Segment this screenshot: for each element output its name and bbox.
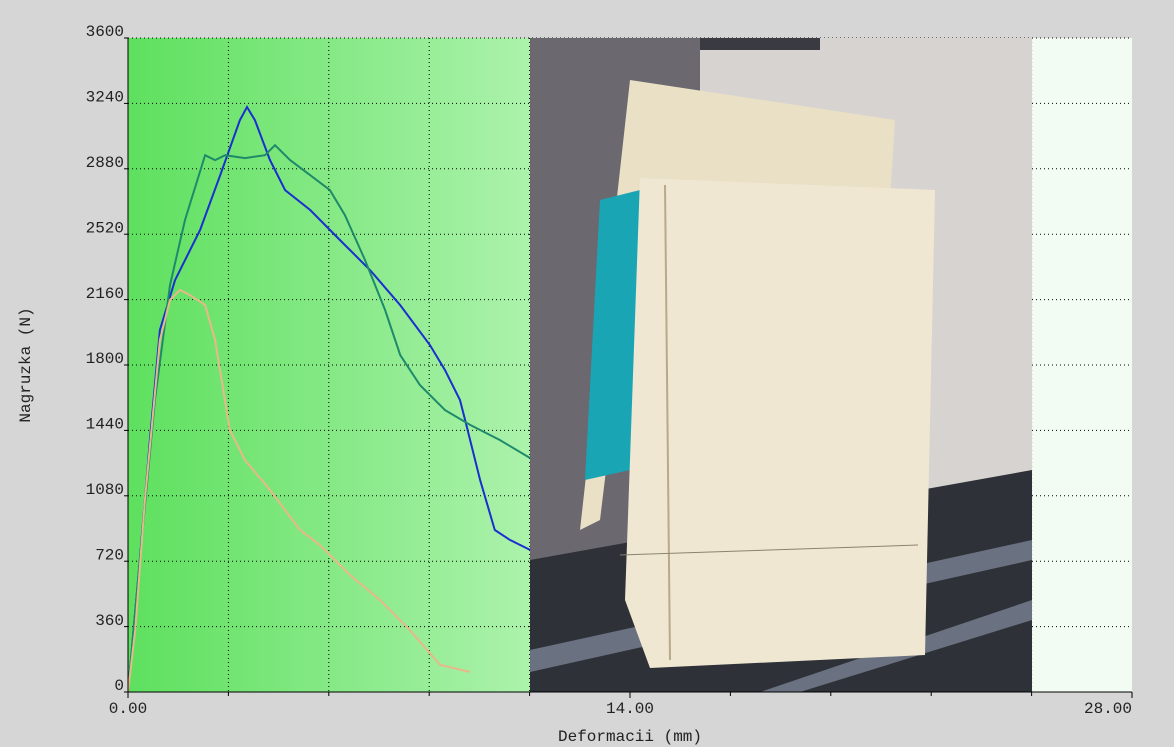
y-tick-label: 2880 <box>86 154 124 172</box>
x-tick-label: 14.00 <box>606 700 654 718</box>
x-tick-label: 28.00 <box>1084 700 1132 718</box>
y-tick-label: 1440 <box>86 416 124 434</box>
y-axis-label: Nagruzka (N) <box>17 307 35 422</box>
y-tick-label: 0 <box>114 677 124 695</box>
y-tick-label: 2520 <box>86 219 124 237</box>
photo-block-front <box>625 178 935 668</box>
x-tick-label: 0.00 <box>109 700 147 718</box>
photo-press <box>700 38 820 50</box>
y-tick-label: 720 <box>95 546 124 564</box>
y-tick-label: 1800 <box>86 350 124 368</box>
photo <box>530 38 1032 692</box>
chart: Deformacii (mm) Nagruzka (N) 0 360 720 1080… <box>0 0 1174 747</box>
y-tick-label: 360 <box>95 612 124 630</box>
y-tick-label: 1080 <box>86 481 124 499</box>
x-axis-label: Deformacii (mm) <box>558 728 702 746</box>
y-tick-label: 3240 <box>86 89 124 107</box>
y-tick-label: 2160 <box>86 285 124 303</box>
y-tick-label: 3600 <box>86 23 124 41</box>
